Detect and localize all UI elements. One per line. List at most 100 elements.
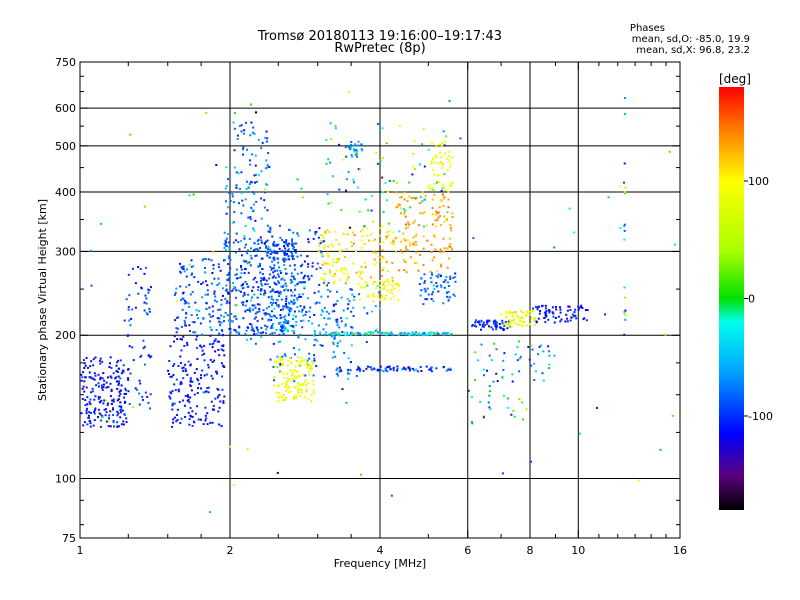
data-point (548, 363, 551, 366)
data-point (372, 300, 375, 303)
data-point (321, 344, 324, 347)
data-point (325, 162, 328, 165)
data-point (424, 290, 427, 293)
data-point (283, 316, 285, 319)
data-point (279, 321, 282, 324)
data-point (328, 312, 330, 315)
data-point (93, 412, 96, 415)
data-point (350, 143, 353, 146)
data-point (191, 321, 194, 324)
data-point (173, 293, 176, 296)
data-point (205, 373, 208, 376)
data-point (177, 388, 180, 391)
data-point (399, 332, 402, 335)
data-point (302, 276, 305, 279)
data-point (234, 251, 237, 254)
data-point (302, 373, 305, 376)
data-point (272, 267, 275, 270)
data-point (245, 121, 247, 124)
data-point (547, 318, 550, 321)
data-point (122, 370, 125, 373)
data-point (226, 300, 229, 303)
data-point (82, 371, 84, 374)
data-point (183, 302, 186, 305)
data-point (421, 191, 424, 194)
data-point (346, 331, 349, 334)
data-point (327, 333, 330, 336)
data-point (127, 273, 130, 276)
data-point (422, 127, 425, 130)
data-point (169, 345, 172, 348)
data-point (377, 123, 380, 125)
data-point (518, 317, 521, 320)
data-point (474, 321, 477, 324)
data-point (265, 130, 268, 133)
data-point (261, 284, 264, 287)
data-point (220, 299, 223, 302)
data-point (393, 366, 395, 369)
data-point (409, 206, 412, 209)
data-point (432, 188, 435, 191)
data-point (442, 197, 445, 200)
data-point (268, 313, 271, 316)
data-point (270, 268, 273, 271)
data-point (331, 258, 334, 260)
data-point (520, 324, 523, 327)
data-point (224, 244, 227, 247)
data-point (293, 278, 296, 281)
data-point (116, 388, 119, 390)
data-point (347, 303, 350, 306)
y-tick-label: 75 (62, 532, 76, 545)
data-point (383, 298, 386, 301)
data-point (234, 304, 237, 307)
data-point (189, 384, 192, 387)
data-point (116, 380, 118, 383)
data-point (361, 235, 364, 238)
data-point (105, 381, 108, 384)
data-point (235, 296, 238, 299)
data-point (434, 332, 437, 335)
data-point (365, 367, 368, 370)
data-point (175, 420, 178, 423)
data-point (282, 393, 285, 396)
data-point (254, 254, 257, 257)
data-point (248, 261, 251, 264)
data-point (331, 245, 334, 248)
data-point (483, 374, 485, 377)
data-point (488, 406, 491, 409)
data-point (285, 305, 288, 308)
plot-frame (79, 61, 681, 539)
data-point (405, 248, 408, 250)
data-point (404, 227, 407, 230)
data-point (271, 251, 273, 254)
data-point (254, 276, 257, 279)
data-point (271, 260, 274, 263)
data-point (271, 327, 274, 329)
data-point (336, 318, 339, 321)
data-point (263, 276, 266, 279)
data-point (514, 353, 517, 356)
data-point (148, 310, 151, 313)
data-point (398, 289, 401, 292)
data-point (244, 198, 247, 201)
data-point (182, 268, 185, 271)
data-point (103, 399, 106, 402)
data-point (367, 295, 369, 298)
data-point (286, 245, 289, 248)
data-point (238, 333, 241, 336)
data-point (446, 169, 449, 172)
data-point (583, 317, 586, 320)
data-point (233, 315, 236, 318)
data-point (272, 250, 275, 253)
stats-line-1: mean, sd,O: -85.0, 19.9 (632, 34, 750, 45)
data-point (220, 348, 223, 351)
data-point (323, 244, 326, 247)
data-point (168, 373, 170, 375)
data-point (196, 392, 199, 394)
data-point (335, 372, 338, 375)
data-point (125, 417, 128, 420)
data-point (283, 328, 286, 331)
data-point (446, 211, 449, 214)
data-point (174, 389, 177, 392)
data-point (207, 363, 210, 366)
